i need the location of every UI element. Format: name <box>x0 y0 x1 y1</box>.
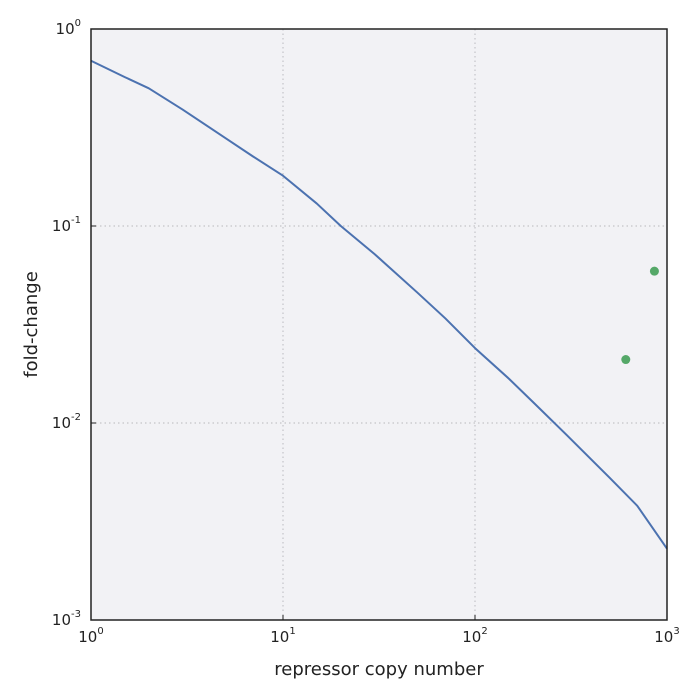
x-tick-base: 10 <box>462 628 481 646</box>
series-line <box>90 59 668 550</box>
y-tick-base: 10 <box>52 217 71 235</box>
y-tick-label: 100 <box>56 18 81 38</box>
x-tick-exponent: 2 <box>481 626 487 637</box>
grid <box>91 29 667 620</box>
y-tick-label: 10-3 <box>52 609 81 629</box>
y-tick-label: 10-1 <box>52 215 81 235</box>
x-tick-base: 10 <box>270 628 289 646</box>
plot-area <box>91 29 667 620</box>
y-tick-label: 10-2 <box>52 412 81 432</box>
y-tick-base: 10 <box>52 414 71 432</box>
x-tick-label: 102 <box>462 626 487 646</box>
data-point <box>621 355 631 365</box>
x-tick-exponent: 0 <box>97 626 103 637</box>
y-axis-label: fold-change <box>21 271 42 378</box>
y-tick-exponent: -1 <box>71 215 81 226</box>
y-tick-base: 10 <box>56 20 75 38</box>
x-tick-exponent: 3 <box>673 626 679 637</box>
data-point <box>649 266 659 276</box>
x-tick-base: 10 <box>78 628 97 646</box>
series-layer <box>90 59 668 550</box>
y-tick-exponent: -2 <box>71 412 81 423</box>
x-tick-label: 100 <box>78 626 103 646</box>
x-axis-label: repressor copy number <box>274 659 484 680</box>
x-tick-exponent: 1 <box>289 626 295 637</box>
y-tick-exponent: -3 <box>71 609 81 620</box>
plot-frame <box>90 28 668 621</box>
x-tick-label: 101 <box>270 626 295 646</box>
x-tick-base: 10 <box>654 628 673 646</box>
y-tick-exponent: 0 <box>75 18 81 29</box>
x-axis-ticks: 100 101 102 103 <box>78 615 680 646</box>
x-tick-label: 103 <box>654 626 679 646</box>
y-tick-base: 10 <box>52 611 71 629</box>
